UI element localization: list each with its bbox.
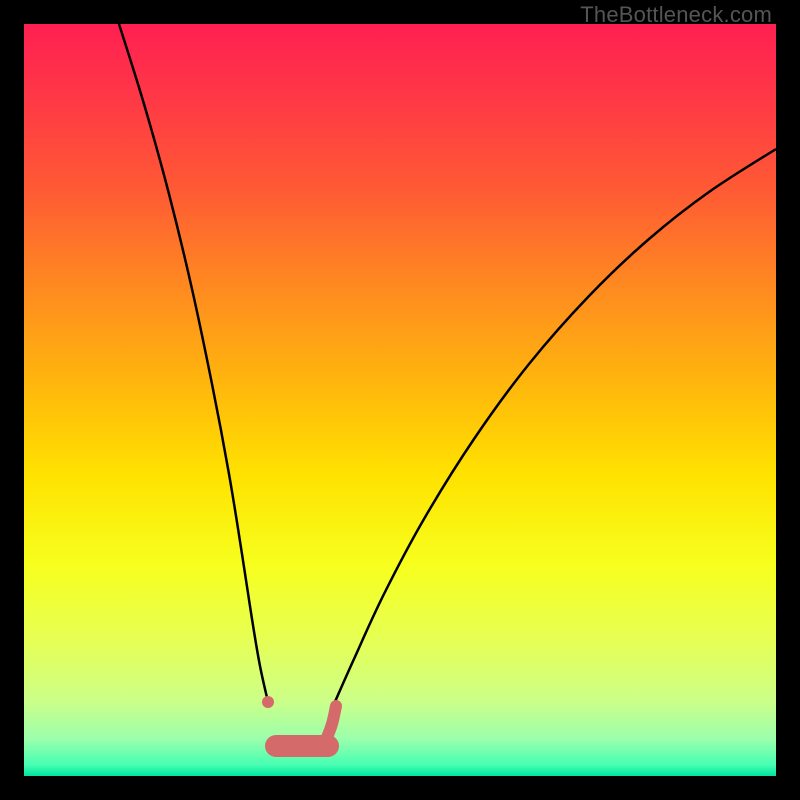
bottom-capsule [265, 735, 339, 757]
right-curve [334, 149, 776, 704]
chart-frame: TheBottleneck.com [0, 0, 800, 800]
left-curve [119, 24, 268, 702]
frame-border-left [0, 0, 24, 800]
bottom-marker-dot [262, 696, 274, 708]
curve-layer [24, 24, 776, 776]
watermark-label: TheBottleneck.com [580, 2, 772, 28]
plot-area [24, 24, 776, 776]
frame-border-bottom [0, 776, 800, 800]
frame-border-right [776, 0, 800, 800]
